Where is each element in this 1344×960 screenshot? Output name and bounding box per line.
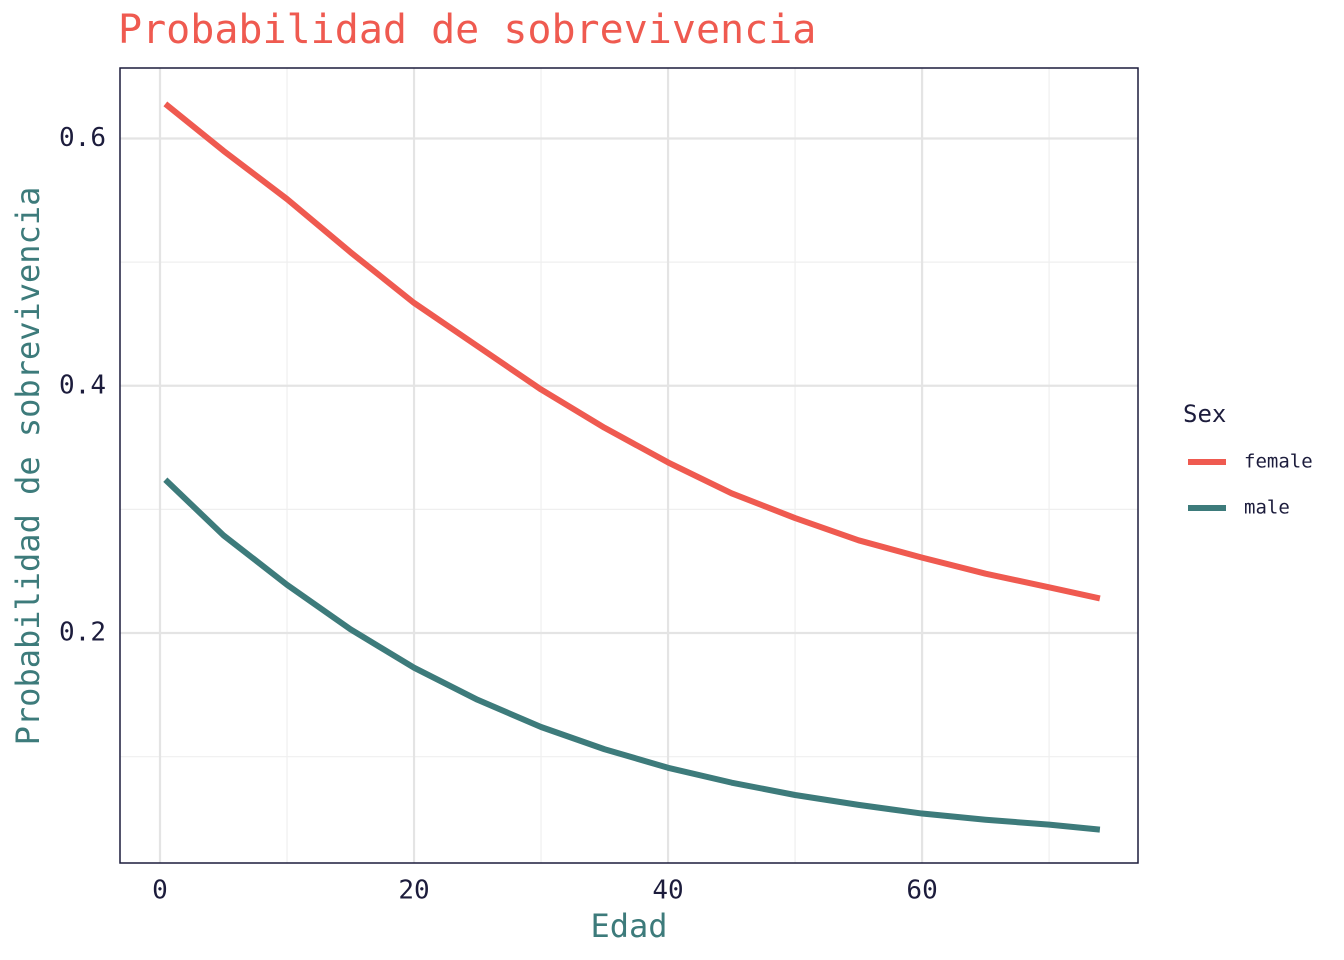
legend-label: female [1244,451,1313,473]
plot-frame [119,67,1139,864]
y-axis-label: Probabilidad de sobrevivencia [9,187,47,746]
chart-title: Probabilidad de sobrevivencia [118,7,816,53]
x-axis-label: Edad [590,907,667,945]
legend-label: male [1244,497,1290,519]
y-tick-label: 0.2 [59,618,106,648]
y-tick-label: 0.6 [59,123,106,153]
x-tick-label: 20 [398,876,429,906]
line [163,101,1101,602]
x-tick-label: 40 [652,876,683,906]
x-tick-label: 0 [152,876,168,906]
x-tick-label: 60 [906,876,937,906]
legend-title: Sex [1183,400,1226,428]
line [163,477,1101,833]
y-tick-label: 0.4 [59,370,106,400]
